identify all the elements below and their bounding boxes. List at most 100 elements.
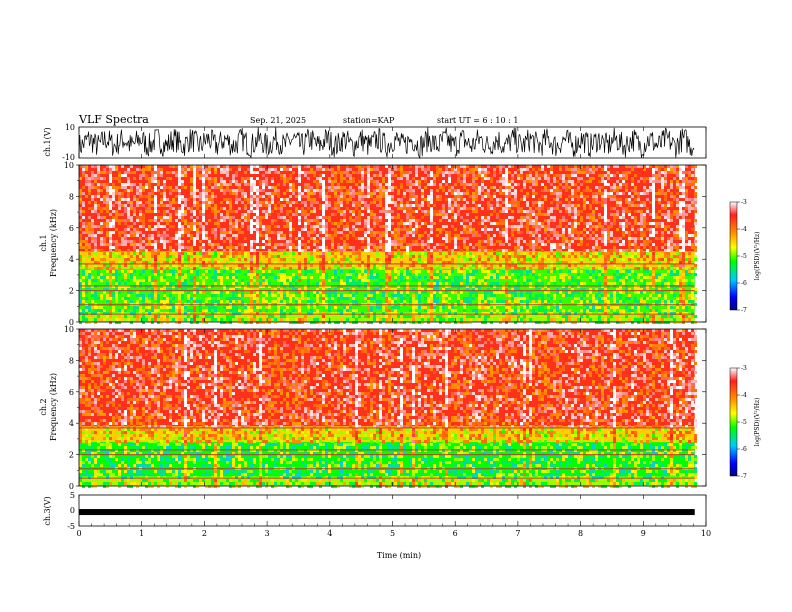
ch1-spec-cell <box>142 321 145 324</box>
ch1-spec-cell <box>79 243 82 246</box>
ch1-spec-cell <box>526 279 529 282</box>
ch1-spec-cell <box>247 288 250 291</box>
ch1-spec-cell <box>289 240 292 243</box>
ch1-spec-cell <box>553 189 556 192</box>
ch1-spec-cell <box>430 282 433 285</box>
ch1-spec-cell <box>157 270 160 273</box>
ch1-spec-cell <box>97 276 100 279</box>
ch1-spec-cell <box>466 174 469 177</box>
ch1-spec-cell <box>250 192 253 195</box>
ch1-spec-cell <box>112 183 115 186</box>
ch1-spec-cell <box>103 216 106 219</box>
ch1-spec-cell <box>451 210 454 213</box>
ch1-spec-cell <box>202 237 205 240</box>
ch1-spec-cell <box>484 228 487 231</box>
ch1-spec-cell <box>148 192 151 195</box>
ch1-spec-cell <box>565 174 568 177</box>
ch1-spec-cell <box>361 228 364 231</box>
ch1-spec-cell <box>421 243 424 246</box>
ch1-spec-cell <box>532 297 535 300</box>
ch1-spec-cell <box>328 279 331 282</box>
ch1-spec-cell <box>499 189 502 192</box>
ch1-spec-cell <box>328 294 331 297</box>
ch1-spec-cell <box>289 246 292 249</box>
ch1-spec-cell <box>397 204 400 207</box>
ch1-spec-cell <box>94 309 97 312</box>
ch1-spec-cell <box>163 255 166 258</box>
ch1-spec-cell <box>244 183 247 186</box>
ch1-spec-cell <box>322 261 325 264</box>
ch1-spec-cell <box>133 252 136 255</box>
ch1-spec-cell <box>292 228 295 231</box>
ch1-spec-cell <box>484 318 487 321</box>
ch1-spec-cell <box>157 225 160 228</box>
ch1-spec-cell <box>220 189 223 192</box>
ch1-spec-cell <box>139 174 142 177</box>
ch1-spec-cell <box>391 180 394 183</box>
ch1-spec-cell <box>304 276 307 279</box>
ch1-spec-cell <box>256 258 259 261</box>
ch1-spec-cell <box>82 258 85 261</box>
ch1-spec-cell <box>394 240 397 243</box>
ch1-spec-cell <box>484 192 487 195</box>
ch1-spec-cell <box>259 246 262 249</box>
ch1-spec-cell <box>337 165 340 168</box>
ch1-spec-cell <box>292 165 295 168</box>
ch1-spec-cell <box>244 192 247 195</box>
ch1-spec-cell <box>124 183 127 186</box>
ch1-spec-cell <box>436 189 439 192</box>
ch1-spec-cell <box>529 243 532 246</box>
ch1-spec-cell <box>181 273 184 276</box>
ch1-spec-cell <box>205 186 208 189</box>
ch1-spec-cell <box>217 297 220 300</box>
ch1-spec-cell <box>112 291 115 294</box>
ch1-spec-cell <box>289 222 292 225</box>
ch1-spec-cell <box>526 168 529 171</box>
ch1-spec-cell <box>112 267 115 270</box>
ch1-spec-cell <box>112 240 115 243</box>
ch1-spec-cell <box>127 225 130 228</box>
ch1-spec-cell <box>445 255 448 258</box>
ch1-spec-cell <box>409 273 412 276</box>
ch1-spec-cell <box>127 183 130 186</box>
ch1-spec-cell <box>544 177 547 180</box>
ch1-spec-cell <box>109 171 112 174</box>
ch1-spec-cell <box>454 276 457 279</box>
ch1-spec-cell <box>247 201 250 204</box>
ch1-spec-cell <box>151 174 154 177</box>
ch1-spec-cell <box>178 291 181 294</box>
ch1-spec-cell <box>247 225 250 228</box>
ch1-spec-cell <box>478 279 481 282</box>
ch1-spec-cell <box>172 261 175 264</box>
ch1-spec-cell <box>127 198 130 201</box>
ch1-spec-cell <box>205 168 208 171</box>
ch1-spec-cell <box>304 228 307 231</box>
ch1-spec-cell <box>226 276 229 279</box>
ch1-spec-cell <box>505 312 508 315</box>
ch1-spec-cell <box>229 249 232 252</box>
ch1-spec-cell <box>163 240 166 243</box>
ch1-spec-cell <box>268 207 271 210</box>
ch1-spec-cell <box>127 285 130 288</box>
ch1-spec-cell <box>202 234 205 237</box>
ch1-spec-cell <box>166 210 169 213</box>
ch1-spec-cell <box>553 279 556 282</box>
ch1-spec-cell <box>169 282 172 285</box>
ch1-spec-cell <box>202 216 205 219</box>
ch1-spec-cell <box>571 321 574 324</box>
ch1-spec-cell <box>196 264 199 267</box>
ch1-spec-cell <box>370 192 373 195</box>
ch1-spec-cell <box>412 192 415 195</box>
ch1-spec-cell <box>85 240 88 243</box>
ch1-spec-cell <box>475 207 478 210</box>
ch1-spec-cell <box>94 234 97 237</box>
ch1-spec-cell <box>292 192 295 195</box>
ch1-spec-cell <box>169 240 172 243</box>
ch1-spec-cell <box>550 183 553 186</box>
ch1-spec-cell <box>121 195 124 198</box>
ch1-spec-cell <box>193 198 196 201</box>
ch1-spec-cell <box>376 183 379 186</box>
ch1-spec-cell <box>172 273 175 276</box>
ch1-spec-cell <box>298 306 301 309</box>
ch1-spec-cell <box>211 264 214 267</box>
